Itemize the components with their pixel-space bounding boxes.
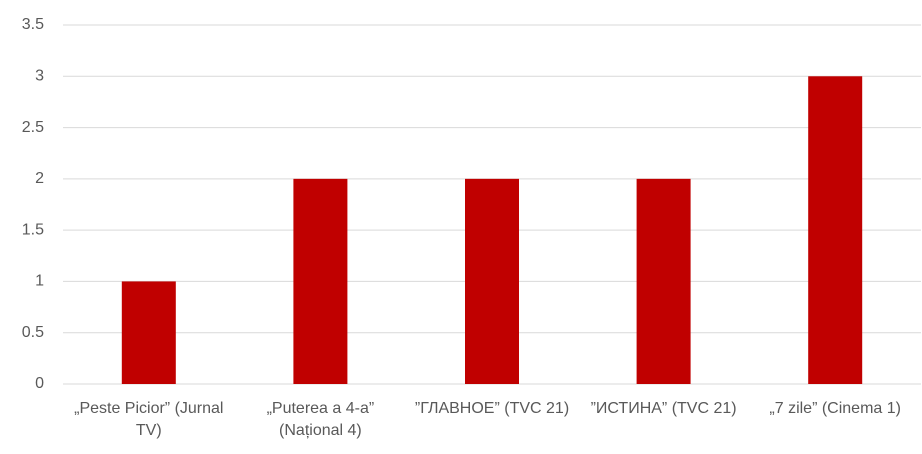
x-tick-label: „Puterea a 4-a” (Național 4) — [266, 400, 375, 439]
y-tick-label: 0.5 — [22, 324, 44, 341]
bar — [465, 178, 519, 384]
x-tick-label: „7 zile” (Cinema 1) — [769, 400, 901, 417]
x-tick-label: ”ГЛАВНОЕ” (TVC 21) — [414, 400, 570, 417]
bar — [808, 76, 863, 385]
y-tick-label: 1 — [35, 273, 44, 290]
y-tick-label: 2 — [35, 170, 44, 187]
bar — [121, 281, 176, 384]
y-tick-label: 3 — [35, 68, 44, 85]
y-tick-label: 0 — [35, 375, 44, 392]
x-tick-label: ”ИСТИНА” (TVC 21) — [590, 400, 737, 417]
y-tick-label: 2.5 — [22, 119, 44, 136]
bar — [636, 178, 691, 384]
x-tick-label: „Peste Picior” (Jurnal TV) — [74, 400, 224, 439]
bar — [293, 178, 348, 384]
y-tick-label: 3.5 — [22, 16, 44, 33]
y-tick-label: 1.5 — [22, 221, 44, 238]
